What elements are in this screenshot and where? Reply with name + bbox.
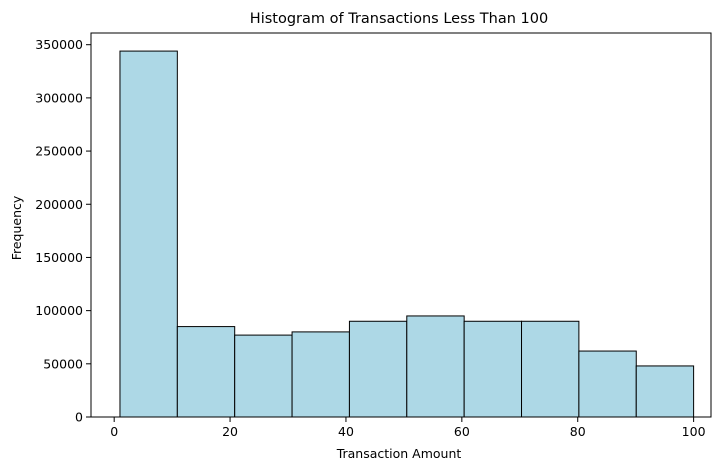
- x-tick-label: 20: [222, 424, 238, 439]
- y-tick-label: 100000: [35, 303, 83, 318]
- chart-title: Histogram of Transactions Less Than 100: [250, 11, 548, 27]
- y-tick-label: 0: [75, 410, 83, 425]
- histogram-bar: [406, 315, 465, 418]
- histogram-bar: [234, 334, 293, 418]
- x-axis: 0 20 40 60 80 100: [110, 417, 706, 439]
- x-tick-label: 60: [454, 424, 470, 439]
- histogram-bar: [578, 350, 637, 418]
- y-tick-label: 350000: [35, 37, 83, 52]
- bars-group: [119, 50, 695, 418]
- y-tick-label: 150000: [35, 250, 83, 265]
- x-tick-label: 100: [682, 424, 706, 439]
- histogram-bar: [635, 365, 695, 418]
- x-tick-label: 80: [570, 424, 586, 439]
- y-tick-label: 300000: [35, 90, 83, 105]
- y-tick-label: 250000: [35, 144, 83, 159]
- histogram-bar: [348, 320, 408, 418]
- x-tick-label: 0: [110, 424, 118, 439]
- y-tick-label: 200000: [35, 197, 83, 212]
- y-axis-label: Frequency: [9, 195, 24, 260]
- histogram-bar: [176, 326, 236, 418]
- x-tick-label: 40: [338, 424, 354, 439]
- x-axis-label: Transaction Amount: [336, 446, 462, 461]
- y-axis: 0 50000 100000 150000 200000 250000 300000 3500…: [35, 37, 91, 425]
- histogram-bar: [291, 331, 350, 418]
- plot-frame: [90, 32, 712, 418]
- y-tick-label: 50000: [43, 356, 83, 371]
- histogram-bar: [521, 320, 580, 418]
- histogram-bar: [463, 320, 523, 418]
- histogram-bar: [119, 50, 178, 418]
